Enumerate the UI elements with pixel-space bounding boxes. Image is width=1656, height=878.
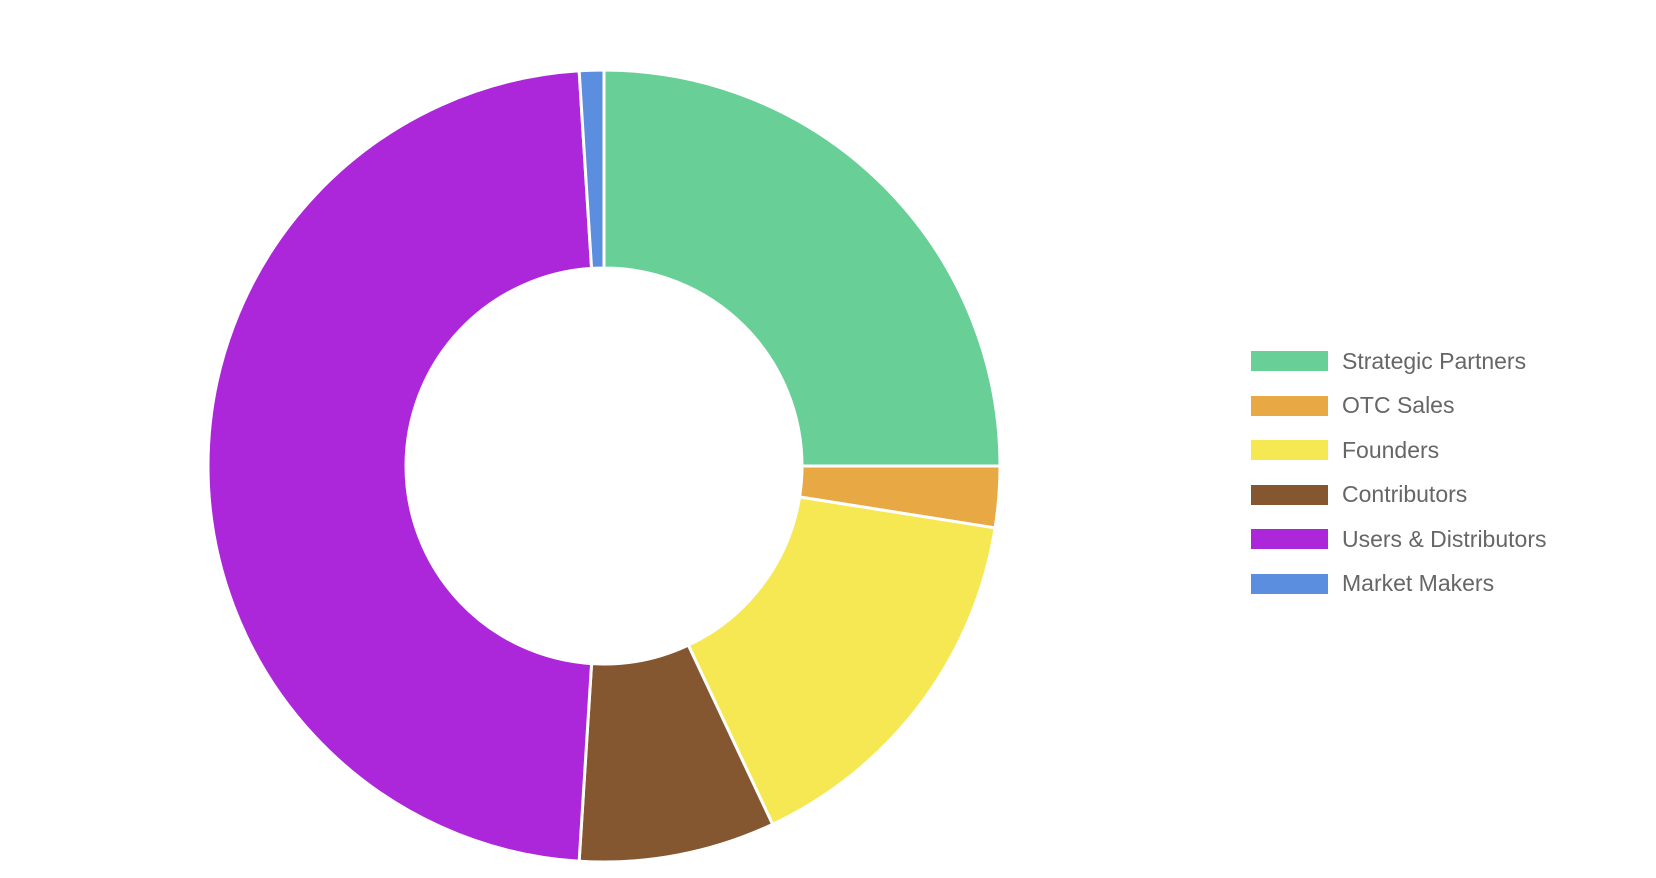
legend-label: Strategic Partners — [1342, 347, 1527, 374]
legend-label: Users & Distributors — [1342, 525, 1547, 552]
legend-swatch — [1251, 440, 1328, 461]
legend-swatch — [1251, 484, 1328, 505]
slice-strategic-partners[interactable] — [602, 68, 1002, 468]
legend-item-users-distributors[interactable]: Users & Distributors — [1251, 517, 1546, 562]
legend-label: Contributors — [1342, 481, 1468, 508]
legend-item-founders[interactable]: Founders — [1251, 428, 1546, 473]
legend-label: Founders — [1342, 436, 1440, 463]
legend-item-market-makers[interactable]: Market Makers — [1251, 562, 1546, 607]
chart-legend: Strategic Partners OTC Sales Founders Contr… — [1251, 339, 1546, 606]
legend-swatch — [1251, 395, 1328, 416]
slice-market-makers[interactable] — [577, 68, 606, 270]
legend-label: Market Makers — [1342, 570, 1495, 597]
slice-users-distributors[interactable] — [206, 69, 594, 863]
legend-item-otc-sales[interactable]: OTC Sales — [1251, 384, 1546, 429]
legend-item-strategic-partners[interactable]: Strategic Partners — [1251, 339, 1546, 384]
legend-label: OTC Sales — [1342, 392, 1455, 419]
legend-swatch — [1251, 351, 1328, 372]
legend-item-contributors[interactable]: Contributors — [1251, 473, 1546, 518]
legend-swatch — [1251, 529, 1328, 550]
slice-founders[interactable] — [686, 495, 997, 827]
legend-swatch — [1251, 573, 1328, 594]
